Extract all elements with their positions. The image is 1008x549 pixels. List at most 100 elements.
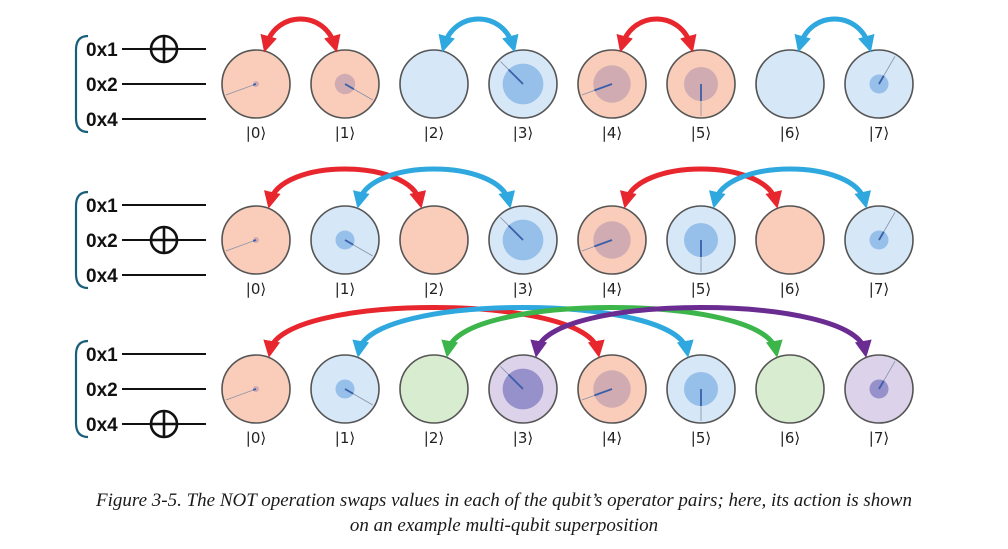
phase-line	[878, 380, 885, 390]
state-circle-1	[310, 49, 380, 119]
state-circle-4	[577, 205, 647, 275]
phase-line	[252, 83, 257, 86]
ket-label-4: |4⟩	[602, 124, 622, 142]
ket-label-5: |5⟩	[691, 124, 711, 142]
state-circle-0	[221, 205, 291, 275]
state-circle-6	[755, 49, 825, 119]
ket-label-6: |6⟩	[780, 124, 800, 142]
qubit-label-0x1: 0x1	[86, 345, 118, 366]
qubit-label-0x1: 0x1	[86, 40, 118, 61]
phase-line	[507, 224, 524, 241]
circle-background	[399, 49, 469, 119]
state-circle-3	[488, 354, 558, 424]
phase-line	[344, 83, 355, 90]
ket-label-6: |6⟩	[780, 429, 800, 447]
phase-line	[594, 388, 613, 397]
phase-line	[594, 83, 613, 92]
ket-label-5: |5⟩	[691, 429, 711, 447]
register-brace	[74, 339, 89, 439]
ket-label-4: |4⟩	[602, 429, 622, 447]
qubit-label-0x1: 0x1	[86, 196, 118, 217]
phase-line	[878, 231, 885, 241]
ket-label-1: |1⟩	[335, 280, 355, 298]
caption-line-1: Figure 3-5. The NOT operation swaps valu…	[96, 490, 912, 511]
state-circle-1	[310, 354, 380, 424]
row-2: 0x1 0x2 0x4 |0⟩ |1⟩ |2⟩ |3⟩ |4⟩ |5⟩ |6⟩ |7⟩	[74, 166, 914, 298]
state-circle-6	[755, 205, 825, 275]
state-circle-7	[844, 354, 914, 424]
state-circle-0	[221, 354, 291, 424]
swap-arrow-blue	[352, 305, 694, 358]
circle-background	[755, 205, 825, 275]
phase-line	[507, 373, 524, 390]
circle-background	[399, 354, 469, 424]
state-circle-6	[755, 354, 825, 424]
swap-arrow-red	[263, 305, 605, 358]
state-circle-2	[399, 49, 469, 119]
swap-arrow-purple	[530, 305, 872, 358]
ket-label-7: |7⟩	[869, 124, 889, 142]
state-circle-3	[488, 49, 558, 119]
ket-label-0: |0⟩	[246, 124, 266, 142]
not-gate-icon	[149, 225, 179, 255]
state-circle-3	[488, 205, 558, 275]
phase-guide	[225, 239, 257, 252]
phase-line	[344, 388, 354, 395]
state-circle-2	[399, 205, 469, 275]
qubit-label-0x2: 0x2	[86, 380, 118, 401]
phase-guide	[225, 388, 257, 401]
qubit-label-0x4: 0x4	[86, 266, 118, 287]
ket-label-4: |4⟩	[602, 280, 622, 298]
state-circle-5	[666, 205, 736, 275]
caption-line-2: on an example multi-qubit superposition	[349, 515, 659, 536]
qubit-label-0x2: 0x2	[86, 75, 118, 96]
state-circle-0	[221, 49, 291, 119]
state-circle-5	[666, 354, 736, 424]
ket-label-1: |1⟩	[335, 429, 355, 447]
ket-label-3: |3⟩	[513, 280, 533, 298]
phase-line	[344, 239, 354, 246]
ket-label-5: |5⟩	[691, 280, 711, 298]
ket-label-2: |2⟩	[424, 280, 444, 298]
swap-arrow-blue	[353, 166, 515, 209]
swap-arrow-red	[620, 166, 782, 209]
ket-label-3: |3⟩	[513, 429, 533, 447]
swap-arrow-blue	[709, 166, 871, 209]
phase-guide	[225, 83, 257, 96]
qubit-label-0x4: 0x4	[86, 110, 118, 131]
not-gate-icon	[149, 409, 179, 439]
swap-arrow-blue	[438, 16, 519, 53]
ket-label-7: |7⟩	[869, 280, 889, 298]
phase-line	[878, 75, 885, 85]
ket-label-6: |6⟩	[780, 280, 800, 298]
swap-arrow-red	[264, 166, 426, 209]
state-circle-5	[666, 49, 736, 119]
phase-line	[252, 388, 257, 391]
register-brace	[74, 190, 89, 290]
ket-label-0: |0⟩	[246, 429, 266, 447]
state-circle-7	[844, 205, 914, 275]
phase-line	[594, 239, 613, 248]
circle-background	[755, 49, 825, 119]
circle-background	[755, 354, 825, 424]
state-circle-7	[844, 49, 914, 119]
phase-line	[507, 68, 524, 85]
swap-arrow-red	[616, 16, 697, 53]
ket-label-2: |2⟩	[424, 124, 444, 142]
qubit-label-0x2: 0x2	[86, 231, 118, 252]
ket-label-7: |7⟩	[869, 429, 889, 447]
swap-arrow-blue	[794, 16, 875, 53]
not-gate-icon	[149, 34, 179, 64]
row-3: 0x1 0x2 0x4 |0⟩ |1⟩ |2⟩ |3⟩ |4⟩ |5⟩ |6⟩ |7⟩	[74, 305, 914, 447]
phase-line	[252, 239, 257, 242]
ket-label-1: |1⟩	[335, 124, 355, 142]
state-circle-4	[577, 354, 647, 424]
qubit-label-0x4: 0x4	[86, 415, 118, 436]
ket-label-3: |3⟩	[513, 124, 533, 142]
state-circle-2	[399, 354, 469, 424]
state-circle-4	[577, 49, 647, 119]
figure-caption: Figure 3-5. The NOT operation swaps valu…	[0, 488, 1008, 538]
register-brace	[74, 34, 89, 134]
swap-arrow-green	[441, 305, 783, 358]
